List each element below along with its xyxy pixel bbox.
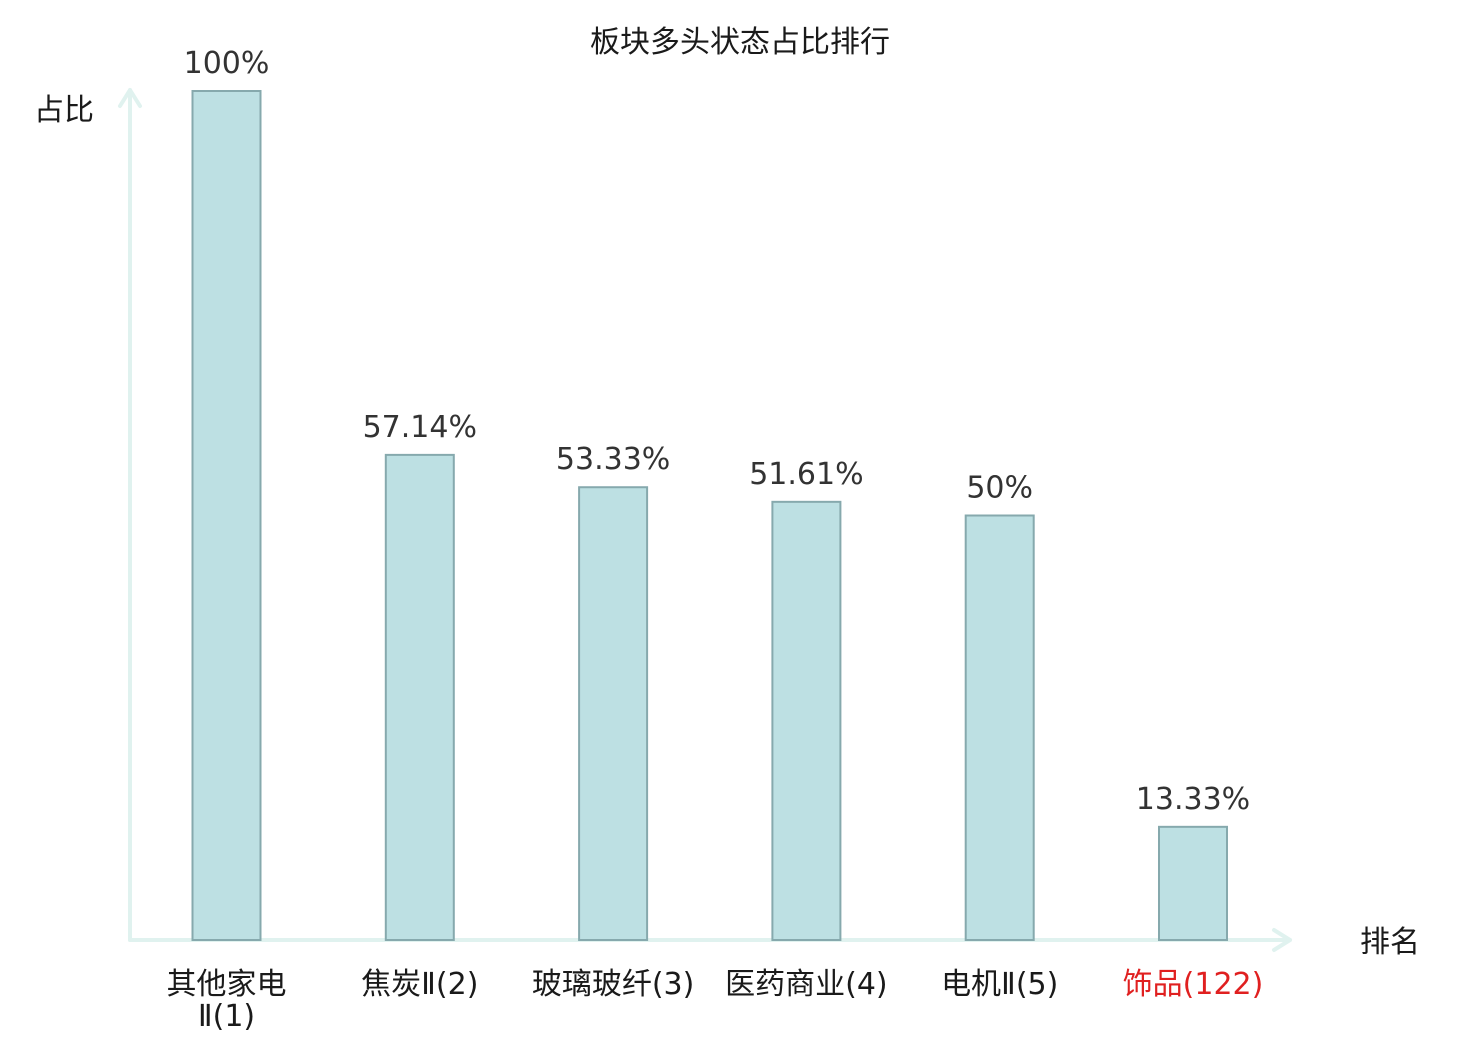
bars-group — [191, 90, 1228, 942]
y-axis-arrow — [118, 88, 142, 108]
data-label: 57.14% — [363, 410, 477, 445]
y-axis-label: 占比 — [34, 93, 94, 128]
data-label: 13.33% — [1136, 782, 1250, 817]
value-labels-group: 100% 57.14% 53.33% 51.61% 50% 13.33% — [184, 46, 1251, 817]
bar — [1158, 825, 1228, 942]
x-axis-label: 排名 — [1360, 925, 1420, 960]
x-tick-label: 饰品(122) — [1123, 967, 1264, 1002]
x-tick-label: 医药商业(4) — [725, 967, 888, 1002]
data-label: 50% — [966, 471, 1033, 506]
x-tick-label: 其他家电 — [167, 967, 287, 1002]
x-axis-arrow — [1272, 928, 1292, 952]
bar — [384, 453, 455, 941]
bar — [964, 514, 1035, 941]
x-tick-label: 电机Ⅱ(5) — [941, 967, 1058, 1002]
bar — [578, 486, 649, 941]
axes — [118, 88, 1292, 952]
data-label: 51.61% — [749, 457, 863, 492]
x-tick-label: 焦炭Ⅱ(2) — [361, 967, 478, 1002]
x-tick-label: 玻璃玻纤(3) — [532, 967, 695, 1002]
bar — [191, 90, 262, 941]
data-label: 53.33% — [556, 442, 670, 477]
chart-title: 板块多头状态占比排行 — [590, 25, 890, 60]
bar — [771, 500, 842, 941]
x-tick-label: Ⅱ(1) — [198, 999, 255, 1034]
data-label: 100% — [184, 46, 270, 81]
